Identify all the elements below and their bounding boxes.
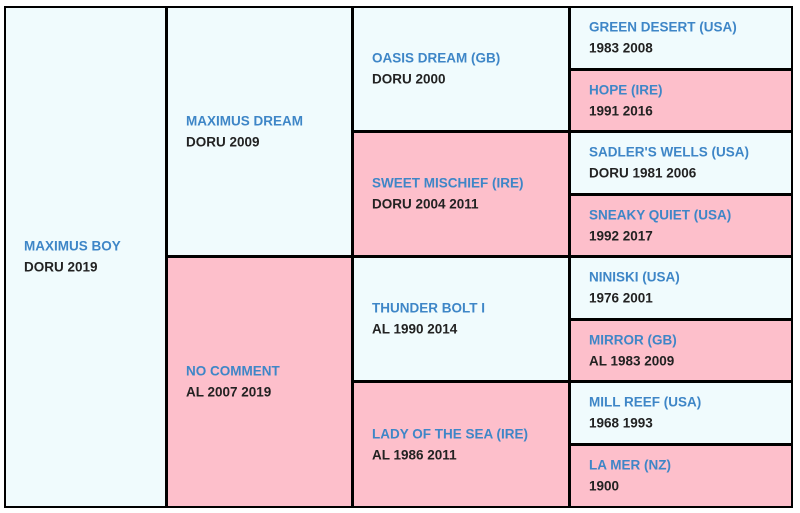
horse-info: AL 1983 2009 <box>589 353 675 368</box>
horse-name[interactable]: THUNDER BOLT I <box>372 300 485 316</box>
horse-name[interactable]: GREEN DESERT (USA) <box>589 19 737 35</box>
horse-name[interactable]: NINISKI (USA) <box>589 269 680 285</box>
horse-name[interactable]: MAXIMUS DREAM <box>186 113 303 128</box>
horse-info: AL 1986 2011 <box>372 447 457 462</box>
horse-name[interactable]: MAXIMUS BOY <box>24 238 121 254</box>
horse-info: DORU 2000 <box>372 71 446 87</box>
horse-name[interactable]: SNEAKY QUIET (USA) <box>589 207 732 222</box>
horse-info: 1968 1993 <box>589 415 653 431</box>
pedigree-cell-grandsire-paternal: OASIS DREAM (GB) DORU 2000 <box>354 8 568 130</box>
pedigree-cell-gen4: LA MER (NZ) 1900 <box>571 446 791 506</box>
pedigree-cell-granddam-paternal: SWEET MISCHIEF (IRE) DORU 2004 2011 <box>354 133 568 255</box>
horse-info: DORU 2009 <box>186 134 260 149</box>
horse-info: 1900 <box>589 478 620 494</box>
pedigree-cell-sire: MAXIMUS DREAM DORU 2009 <box>168 8 351 255</box>
pedigree-cell-horse: MAXIMUS BOY DORU 2019 <box>6 8 165 506</box>
horse-info: 1983 2008 <box>589 40 653 56</box>
pedigree-cell-gen4: SADLER'S WELLS (USA) DORU 1981 2006 <box>571 133 791 193</box>
horse-info: DORU 1981 2006 <box>589 165 697 181</box>
pedigree-cell-gen4: NINISKI (USA) 1976 2001 <box>571 258 791 318</box>
pedigree-table: MAXIMUS BOY DORU 2019 MAXIMUS DREAM DORU… <box>4 6 793 508</box>
horse-info: 1976 2001 <box>589 290 653 306</box>
horse-info: 1992 2017 <box>589 228 653 243</box>
horse-name[interactable]: HOPE (IRE) <box>589 82 663 97</box>
pedigree-cell-dam: NO COMMENT AL 2007 2019 <box>168 258 351 506</box>
pedigree-cell-gen4: MIRROR (GB) AL 1983 2009 <box>571 321 791 380</box>
horse-name[interactable]: SWEET MISCHIEF (IRE) <box>372 175 524 191</box>
horse-name[interactable]: MILL REEF (USA) <box>589 394 702 410</box>
horse-name[interactable]: MIRROR (GB) <box>589 332 677 347</box>
horse-info: AL 2007 2019 <box>186 384 272 400</box>
horse-name[interactable]: SADLER'S WELLS (USA) <box>589 144 749 160</box>
pedigree-cell-grandsire-maternal: THUNDER BOLT I AL 1990 2014 <box>354 258 568 380</box>
pedigree-cell-gen4: GREEN DESERT (USA) 1983 2008 <box>571 8 791 68</box>
horse-name[interactable]: LA MER (NZ) <box>589 457 671 473</box>
horse-name[interactable]: OASIS DREAM (GB) <box>372 50 501 66</box>
pedigree-cell-granddam-maternal: LADY OF THE SEA (IRE) AL 1986 2011 <box>354 383 568 506</box>
pedigree-cell-gen4: SNEAKY QUIET (USA) 1992 2017 <box>571 196 791 255</box>
horse-info: 1991 2016 <box>589 103 653 118</box>
pedigree-cell-gen4: MILL REEF (USA) 1968 1993 <box>571 383 791 443</box>
horse-info: DORU 2019 <box>24 259 98 275</box>
horse-name[interactable]: NO COMMENT <box>186 363 280 379</box>
horse-name[interactable]: LADY OF THE SEA (IRE) <box>372 426 529 441</box>
horse-info: DORU 2004 2011 <box>372 196 479 212</box>
horse-info: AL 1990 2014 <box>372 321 458 337</box>
pedigree-cell-gen4: HOPE (IRE) 1991 2016 <box>571 71 791 130</box>
